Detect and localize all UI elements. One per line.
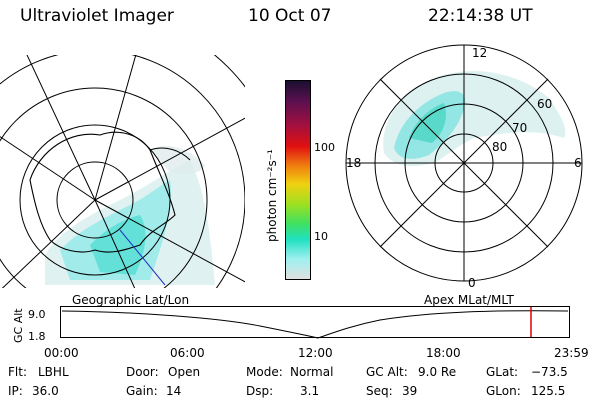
ip-label: IP: bbox=[8, 384, 23, 398]
mlt-label-18: 18 bbox=[346, 156, 362, 170]
alt-xtick-0000: 00:00 bbox=[44, 346, 79, 360]
mlt-label-12: 12 bbox=[472, 46, 488, 60]
colorbar-unit-label: photon cm⁻²s⁻¹ bbox=[265, 149, 279, 242]
apex-label: Apex MLat/MLT bbox=[424, 293, 514, 307]
door-value: Open bbox=[168, 365, 201, 379]
dsp-value: 3.1 bbox=[300, 384, 320, 398]
aurora-emission-right bbox=[383, 70, 566, 166]
ip-value: 36.0 bbox=[32, 384, 59, 398]
mlt-label-6: 6 bbox=[574, 156, 582, 170]
altitude-plot bbox=[60, 306, 570, 339]
flt-label: Flt: bbox=[8, 365, 27, 379]
coastline bbox=[29, 131, 176, 253]
colorbar-tick-100: 100 bbox=[314, 141, 335, 154]
door-label: Door: bbox=[126, 365, 159, 379]
altitude-curve bbox=[61, 310, 569, 339]
lat-label-70: 70 bbox=[512, 121, 528, 135]
alt-ytick-9: 9.0 bbox=[28, 308, 46, 321]
colorbar-tick-10: 10 bbox=[314, 230, 328, 243]
lat-label-80: 80 bbox=[492, 140, 508, 154]
alt-xtick-1200: 12:00 bbox=[298, 346, 333, 360]
date-label: 10 Oct 07 bbox=[248, 6, 332, 26]
alt-xtick-2359: 23:59 bbox=[554, 346, 589, 360]
alt-ytick-1-8: 1.8 bbox=[28, 330, 46, 343]
gain-label: Gain: bbox=[126, 384, 158, 398]
aurora-emission-left bbox=[45, 145, 215, 285]
glon-value: 125.5 bbox=[531, 384, 566, 398]
alt-xtick-0600: 06:00 bbox=[170, 346, 205, 360]
mode-label: Mode: bbox=[246, 365, 283, 379]
mlt-label-0: 0 bbox=[468, 276, 476, 290]
instrument-title: Ultraviolet Imager bbox=[20, 6, 174, 26]
dsp-label: Dsp: bbox=[246, 384, 274, 398]
geographic-map bbox=[0, 55, 245, 288]
gcalt-value: 9.0 Re bbox=[418, 365, 457, 379]
alt-ylabel: GC Alt bbox=[12, 308, 25, 343]
apex-polar-plot bbox=[345, 44, 583, 282]
glon-label: GLon: bbox=[486, 384, 521, 398]
geographic-label: Geographic Lat/Lon bbox=[72, 293, 190, 307]
flt-value: LBHL bbox=[38, 365, 69, 379]
gcalt-label: GC Alt: bbox=[366, 365, 408, 379]
alt-xtick-1800: 18:00 bbox=[426, 346, 461, 360]
glat-value: −73.5 bbox=[531, 365, 568, 379]
time-label: 22:14:38 UT bbox=[428, 6, 533, 26]
mode-value: Normal bbox=[290, 365, 334, 379]
seq-value: 39 bbox=[402, 384, 418, 398]
seq-label: Seq: bbox=[366, 384, 393, 398]
gain-value: 14 bbox=[166, 384, 182, 398]
lat-label-60: 60 bbox=[537, 97, 553, 111]
glat-label: GLat: bbox=[486, 365, 519, 379]
colorbar bbox=[285, 80, 311, 280]
